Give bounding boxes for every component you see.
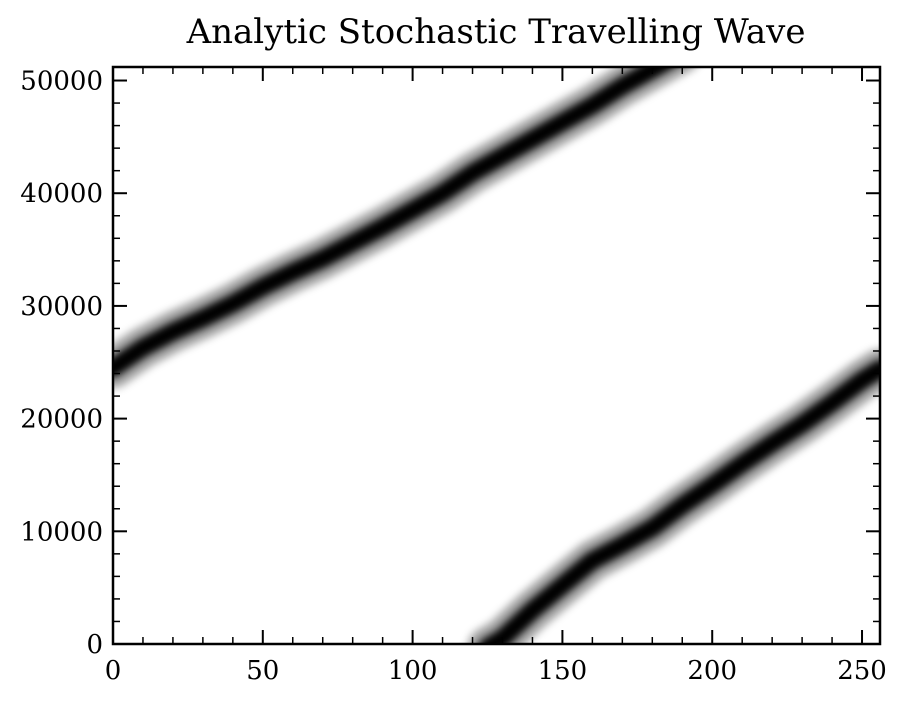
y-axis: 0 10000 20000 30000 40000 50000	[20, 67, 880, 660]
x-tick-label: 200	[687, 656, 737, 686]
x-tick-label: 0	[105, 656, 122, 686]
y-tick-label: 10000	[20, 517, 103, 547]
wave-bands	[113, 67, 880, 644]
y-tick-label: 20000	[20, 405, 103, 435]
y-tick-label: 50000	[20, 67, 103, 97]
plot-frame	[111, 65, 882, 646]
wave-band-1	[113, 67, 676, 378]
y-tick-label: 30000	[20, 292, 103, 322]
y-tick-label: 40000	[20, 179, 103, 209]
wave-band-2	[478, 359, 880, 644]
chart-title: Analytic Stochastic Travelling Wave	[186, 12, 806, 52]
plot-area	[113, 67, 880, 644]
x-tick-label: 50	[246, 656, 279, 686]
x-tick-label: 250	[837, 656, 887, 686]
x-tick-label: 150	[538, 656, 588, 686]
x-axis: 0 50 100 150 200 250	[105, 67, 887, 686]
y-tick-label: 0	[86, 630, 103, 660]
x-tick-label: 100	[388, 656, 438, 686]
